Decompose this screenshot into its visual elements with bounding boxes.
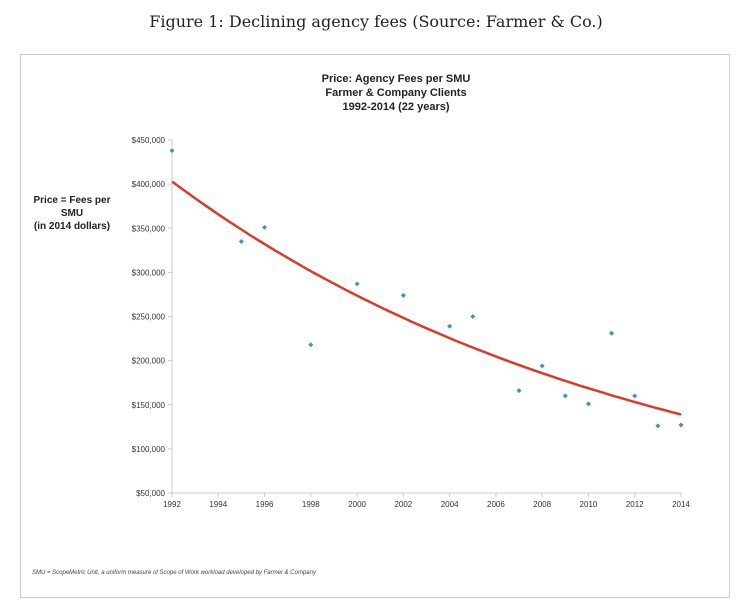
data-point (539, 363, 545, 369)
trendline (171, 180, 682, 416)
x-tick-label: 2004 (441, 500, 459, 509)
x-tick-label: 2008 (533, 500, 551, 509)
y-axis-label-line: (in 2014 dollars) (33, 221, 111, 232)
x-tick-label: 1996 (256, 500, 274, 509)
data-point (562, 393, 568, 399)
x-tick-label: 2002 (394, 500, 412, 509)
data-point (585, 401, 591, 407)
chart-frame (20, 54, 730, 598)
y-tick-label: $100,000 (132, 445, 166, 454)
data-point (354, 281, 360, 287)
chart-title-line: 1992-2014 (22 years) (342, 101, 450, 113)
data-point (655, 423, 661, 429)
figure-caption: Figure 1: Declining agency fees (Source:… (149, 12, 603, 31)
y-axis-label: Price = Fees per SMU (in 2014 dollars) (22, 194, 122, 233)
x-tick-label: 2012 (626, 500, 644, 509)
y-tick-label: $150,000 (132, 401, 166, 410)
y-tick-label: $250,000 (132, 313, 166, 322)
chart-title: Price: Agency Fees per SMU Farmer & Comp… (276, 72, 516, 114)
x-tick-label: 2006 (487, 500, 505, 509)
data-point (609, 330, 615, 336)
x-tick-label: 1998 (302, 500, 320, 509)
data-point (238, 238, 244, 244)
chart-title-line: Farmer & Company Clients (325, 87, 467, 99)
y-tick-label: $200,000 (132, 357, 166, 366)
data-point (447, 323, 453, 329)
data-point (169, 148, 175, 154)
data-point (678, 422, 684, 428)
chart-title-line: Price: Agency Fees per SMU (321, 73, 471, 85)
data-point (470, 314, 476, 319)
x-tick-label: 2010 (580, 500, 598, 509)
y-axis-label-line: Price = Fees per SMU (33, 195, 111, 219)
x-tick-label: 2000 (348, 500, 366, 509)
x-tick-label: 1994 (209, 500, 227, 509)
data-point (308, 342, 314, 348)
data-point (516, 388, 522, 394)
x-tick-label: 1992 (163, 500, 181, 509)
footnote: SMU = ScopeMetric Unit, a uniform measur… (32, 570, 316, 576)
data-point (262, 224, 268, 230)
y-tick-label: $350,000 (132, 224, 166, 233)
x-tick-label: 2014 (672, 500, 690, 509)
data-point (400, 292, 406, 298)
data-point (632, 393, 638, 399)
y-tick-label: $400,000 (132, 180, 166, 189)
y-tick-label: $50,000 (136, 489, 165, 498)
y-tick-label: $450,000 (132, 136, 166, 145)
y-tick-label: $300,000 (132, 268, 166, 277)
